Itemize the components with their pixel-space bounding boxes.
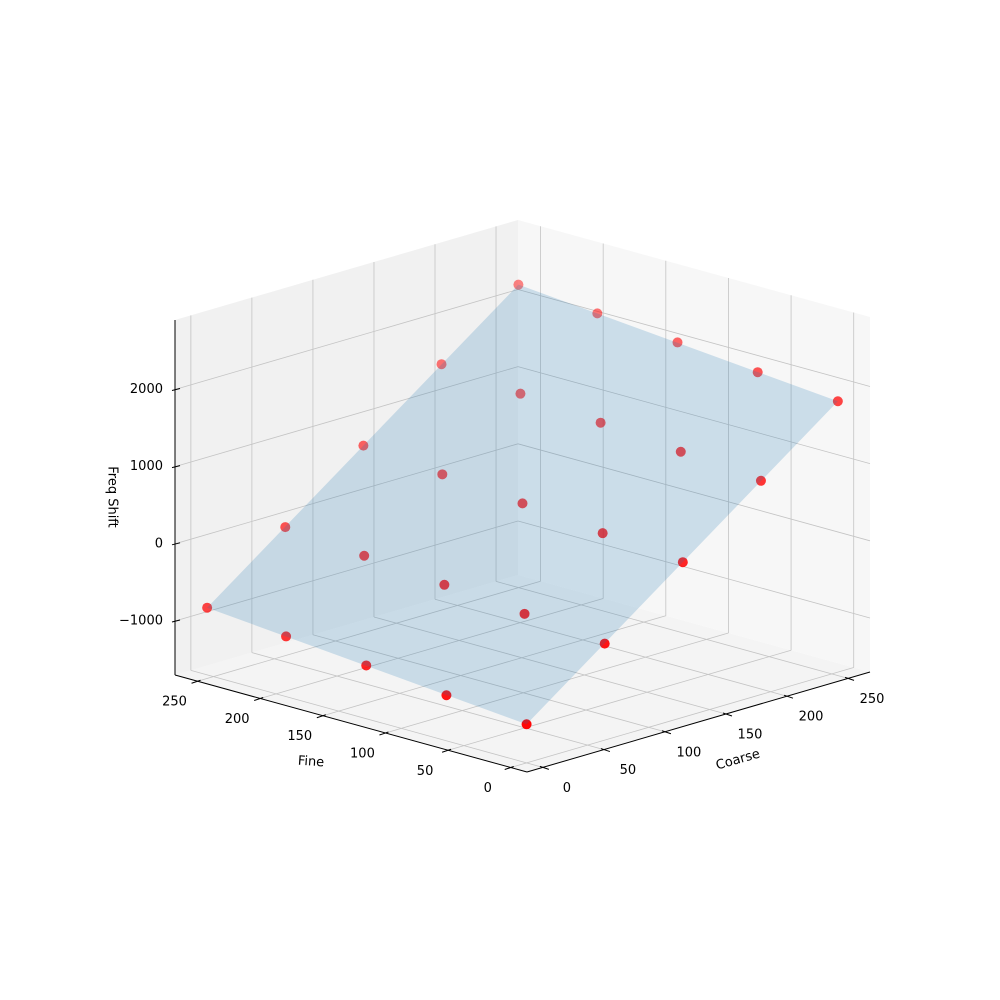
x-tick bbox=[844, 676, 855, 681]
point bbox=[513, 279, 524, 290]
y-tick bbox=[441, 748, 452, 753]
z-tick bbox=[171, 387, 181, 391]
grid-line bbox=[373, 616, 727, 715]
y-axis-title: Fine bbox=[297, 754, 324, 771]
point bbox=[517, 498, 528, 509]
point bbox=[755, 475, 766, 486]
x-tick bbox=[539, 765, 550, 770]
point bbox=[519, 608, 530, 619]
point bbox=[281, 631, 292, 642]
point bbox=[592, 308, 603, 319]
y-tick-label: 200 bbox=[225, 712, 250, 727]
point bbox=[202, 602, 213, 613]
grid-line bbox=[197, 580, 541, 682]
y-tick-label: 250 bbox=[162, 695, 187, 710]
z-tick bbox=[171, 465, 181, 469]
z-tick-label: 2000 bbox=[130, 382, 163, 397]
point bbox=[752, 367, 763, 378]
y-tick-label: 50 bbox=[417, 764, 434, 779]
x-tick-label: 50 bbox=[620, 763, 637, 778]
grid-line bbox=[260, 598, 604, 699]
fit-plane bbox=[207, 284, 838, 725]
grid-line bbox=[510, 667, 854, 768]
point bbox=[436, 359, 447, 370]
grid-line bbox=[517, 289, 871, 387]
x-axis-title: Coarse bbox=[714, 747, 762, 774]
x-axis-line bbox=[526, 671, 871, 773]
grid-line bbox=[517, 520, 871, 619]
right-pane bbox=[518, 220, 870, 672]
grid-line bbox=[312, 634, 666, 733]
y-tick bbox=[379, 731, 389, 736]
x-tick-label: 250 bbox=[860, 692, 885, 707]
point bbox=[595, 417, 606, 428]
z-tick bbox=[171, 619, 181, 623]
point bbox=[437, 469, 448, 480]
point bbox=[677, 557, 688, 568]
grid-line bbox=[385, 632, 729, 734]
y-tick bbox=[316, 714, 326, 719]
point bbox=[358, 440, 369, 451]
y-tick-label: 0 bbox=[484, 781, 492, 796]
point bbox=[361, 660, 372, 671]
x-tick-label: 100 bbox=[677, 745, 702, 760]
x-tick bbox=[722, 712, 733, 717]
z-tick-label: 0 bbox=[155, 536, 163, 551]
left-pane bbox=[175, 220, 518, 675]
grid-line bbox=[174, 289, 519, 390]
x-tick bbox=[661, 730, 672, 735]
z-tick bbox=[171, 542, 181, 546]
y-tick bbox=[254, 696, 264, 701]
x-tick bbox=[600, 748, 611, 753]
y-tick-label: 100 bbox=[350, 746, 375, 761]
z-tick-label: −1000 bbox=[119, 613, 163, 628]
grid-line bbox=[322, 615, 666, 717]
grid-line bbox=[495, 581, 849, 679]
y-tick bbox=[504, 766, 514, 770]
point bbox=[672, 337, 683, 348]
x-tick-label: 0 bbox=[563, 781, 571, 796]
grid-line bbox=[174, 520, 519, 622]
x-tick-label: 200 bbox=[799, 710, 824, 725]
point bbox=[675, 446, 686, 457]
y-axis-line bbox=[174, 674, 528, 773]
z-axis-title: Freq Shift bbox=[105, 466, 120, 528]
grid-line bbox=[517, 366, 871, 465]
grid-line bbox=[517, 443, 871, 542]
grid-line bbox=[251, 652, 605, 750]
grid-line bbox=[174, 443, 519, 545]
y-tick bbox=[191, 679, 201, 684]
point bbox=[441, 690, 452, 701]
grid-line bbox=[434, 598, 788, 697]
point bbox=[597, 528, 608, 539]
point bbox=[832, 396, 843, 407]
grid-line bbox=[174, 366, 519, 468]
z-tick-label: 1000 bbox=[130, 459, 163, 474]
point bbox=[439, 579, 450, 590]
point bbox=[521, 719, 532, 730]
x-tick-label: 150 bbox=[738, 727, 763, 742]
point bbox=[515, 388, 526, 399]
y-tick-label: 150 bbox=[287, 729, 312, 744]
grid-line bbox=[447, 649, 792, 751]
point bbox=[599, 638, 610, 649]
point bbox=[359, 550, 370, 561]
grid-line bbox=[190, 669, 543, 768]
point bbox=[280, 522, 291, 533]
x-tick bbox=[783, 694, 794, 699]
